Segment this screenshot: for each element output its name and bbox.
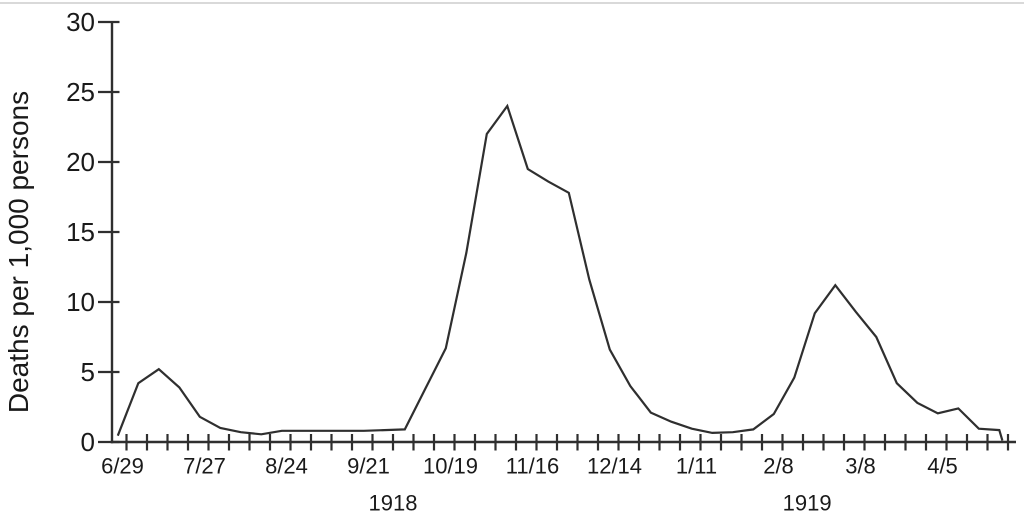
x-tick-label: 12/14 — [587, 454, 642, 479]
y-axis-title: Deaths per 1,000 persons — [3, 91, 34, 413]
y-tick-label: 0 — [81, 427, 95, 457]
year-label: 1919 — [783, 491, 832, 516]
x-tick-label: 11/16 — [506, 454, 559, 479]
y-tick-label: 5 — [81, 357, 95, 387]
x-tick-label: 6/29 — [101, 454, 144, 479]
top-hairline — [0, 2, 1024, 4]
y-axis: 0 5 10 15 20 25 30 — [66, 7, 120, 457]
y-tick-label: 30 — [66, 7, 95, 37]
x-tick-label: 9/21 — [347, 454, 390, 479]
mortality-line — [116, 103, 1004, 441]
x-tick-label: 4/5 — [927, 454, 958, 479]
data-series — [116, 103, 1004, 441]
y-tick-label: 15 — [66, 217, 95, 247]
y-tick-label: 10 — [66, 287, 95, 317]
x-tick-label: 2/8 — [763, 454, 794, 479]
y-tick-label: 20 — [66, 147, 95, 177]
x-tick-label: 7/27 — [183, 454, 226, 479]
y-tick-label: 25 — [66, 77, 95, 107]
x-tick-label: 1/11 — [676, 454, 717, 479]
x-tick-label: 3/8 — [845, 454, 876, 479]
x-axis: 6/29 7/27 8/24 9/21 10/19 11/16 12/14 1/11 2/8 3/… — [101, 434, 1016, 516]
year-label: 1918 — [369, 491, 418, 516]
x-tick-label: 8/24 — [265, 454, 308, 479]
x-tick-label: 10/19 — [423, 454, 478, 479]
